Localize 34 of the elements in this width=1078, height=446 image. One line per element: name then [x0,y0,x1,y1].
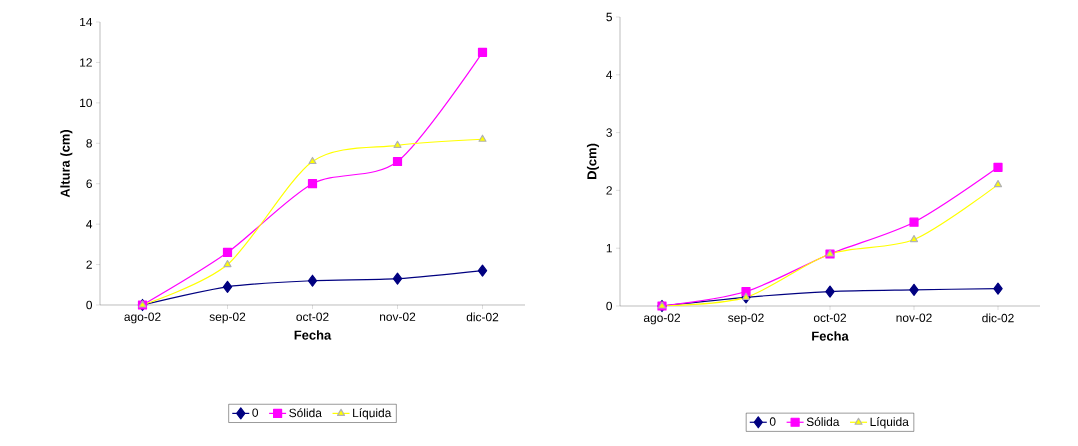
y-tick-label: 5 [606,12,612,22]
x-tick-label: ago-02 [124,312,161,324]
y-tick-label: 8 [86,139,92,148]
legend-label: Sólida [289,408,322,418]
x-axis-title: Fecha [294,330,332,340]
x-tick-label: oct-02 [813,313,847,322]
legend-label: Sólida [806,417,840,427]
x-tick-label: dic-02 [982,313,1014,323]
x-tick-label: sep-02 [209,312,246,324]
x-tick-label: ago-02 [643,313,681,325]
x-axis-title: Fecha [812,331,849,341]
y-axis-title: D(cm) [586,143,599,179]
y-tick-label: 1 [606,244,612,253]
x-tick-label: dic-02 [466,312,499,322]
y-tick-label: 10 [80,98,93,108]
x-tick-label: sep-02 [728,313,764,325]
y-tick-label: 6 [86,179,92,188]
legend-label: 0 [252,408,259,417]
y-tick-label: 0 [606,301,613,311]
y-tick-label: 2 [86,260,92,269]
legend-label: 0 [769,417,776,426]
y-tick-label: 0 [86,300,93,310]
legend-label: Líquida [353,408,392,420]
x-tick-label: nov-02 [896,313,932,322]
y-tick-label: 4 [86,220,93,229]
x-tick-label: nov-02 [380,312,416,321]
y-tick-label: 14 [80,17,93,27]
x-tick-label: oct-02 [296,312,329,321]
legend-label: Líquida [870,417,909,429]
y-tick-label: 12 [80,58,92,67]
y-tick-label: 3 [606,128,612,137]
y-tick-label: 4 [606,70,613,79]
y-axis-title: Altura (cm) [60,129,73,198]
y-tick-label: 2 [606,186,612,195]
